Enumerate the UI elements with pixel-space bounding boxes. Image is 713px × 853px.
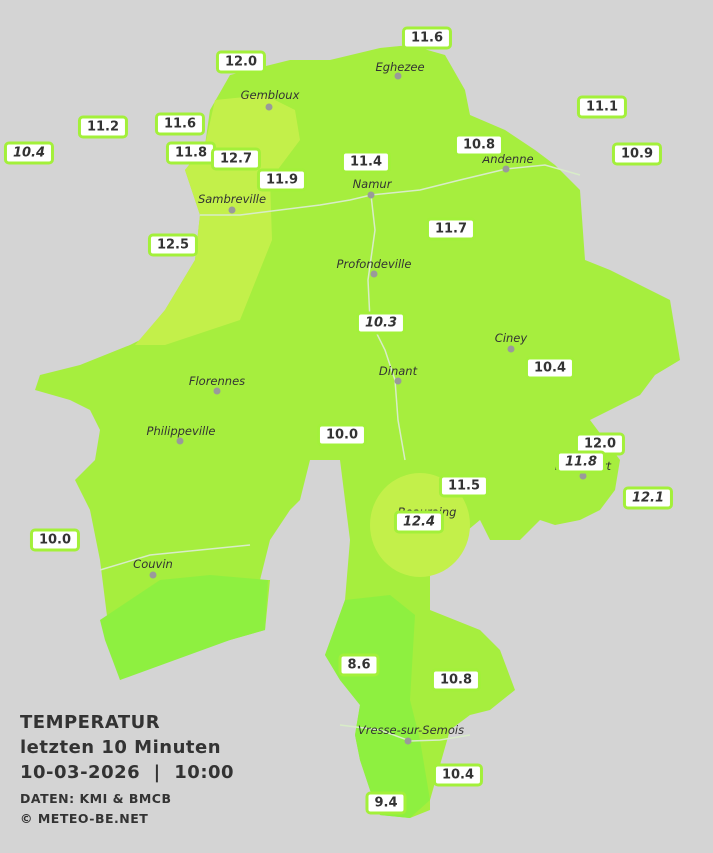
temperature-label: 9.4 <box>365 791 407 815</box>
city-dot <box>149 571 157 579</box>
temperature-label: 11.9 <box>256 168 308 192</box>
title: TEMPERATUR <box>20 712 161 733</box>
city-label: Florennes <box>188 374 246 388</box>
river <box>99 544 251 571</box>
copyright: © METEO-BE.NET <box>20 811 149 826</box>
city-label: Namur <box>352 177 392 191</box>
temperature-label: 11.4 <box>340 150 392 174</box>
city-label: Profondeville <box>336 257 412 271</box>
temperature-label: 12.0 <box>215 50 267 74</box>
city-label: Couvin <box>133 557 173 571</box>
temperature-label: 10.0 <box>316 423 368 447</box>
river <box>370 164 581 196</box>
city-label: Vresse-sur-Semois <box>357 723 465 737</box>
city-dot <box>579 472 587 480</box>
temperature-label: 10.3 <box>355 311 407 335</box>
temperature-label: 8.6 <box>338 653 380 677</box>
temperature-label: 10.8 <box>453 133 505 157</box>
city-label: Ciney <box>494 331 528 345</box>
temperature-label: 11.7 <box>425 217 477 241</box>
temperature-label: 10.4 <box>432 763 484 787</box>
subtitle: letzten 10 Minuten <box>20 737 222 758</box>
city-dot <box>265 103 273 111</box>
city-label: Dinant <box>378 364 418 378</box>
city-dot <box>228 206 236 214</box>
source: DATEN: KMI & BMCB <box>20 791 172 806</box>
city-label: Philippeville <box>146 424 216 438</box>
temperature-label: 10.0 <box>29 528 81 552</box>
city-dot <box>176 437 184 445</box>
temperature-label: 11.6 <box>401 26 453 50</box>
temperature-label: 11.6 <box>154 112 206 136</box>
temperature-label: 10.4 <box>3 141 55 165</box>
temperature-label: 11.5 <box>438 474 490 498</box>
city-dot <box>394 72 402 80</box>
temperature-label: 11.1 <box>576 95 628 119</box>
temperature-label: 11.8 <box>555 450 607 474</box>
city-dot <box>367 191 375 199</box>
temperature-label: 10.9 <box>611 142 663 166</box>
cool-area <box>325 595 430 818</box>
city-label: Sambreville <box>197 192 267 206</box>
city-dot <box>394 377 402 385</box>
city-dot <box>507 345 515 353</box>
cool-area <box>100 575 268 680</box>
city-dot <box>370 270 378 278</box>
temperature-label: 12.1 <box>622 486 674 510</box>
city-label: Eghezee <box>375 60 425 74</box>
temperature-label: 10.8 <box>430 668 482 692</box>
city-label: Gembloux <box>240 88 300 102</box>
city-dot <box>213 387 221 395</box>
temperature-label: 10.4 <box>524 356 576 380</box>
temperature-label: 11.2 <box>77 115 129 139</box>
datetime: 10-03-2026 | 10:00 <box>20 762 235 783</box>
temperature-label: 12.7 <box>210 147 262 171</box>
temperature-label: 12.5 <box>147 233 199 257</box>
city-dot <box>502 165 510 173</box>
city-dot <box>404 737 412 745</box>
temperature-label: 12.4 <box>393 510 445 534</box>
temperature-label: 11.8 <box>165 141 217 165</box>
